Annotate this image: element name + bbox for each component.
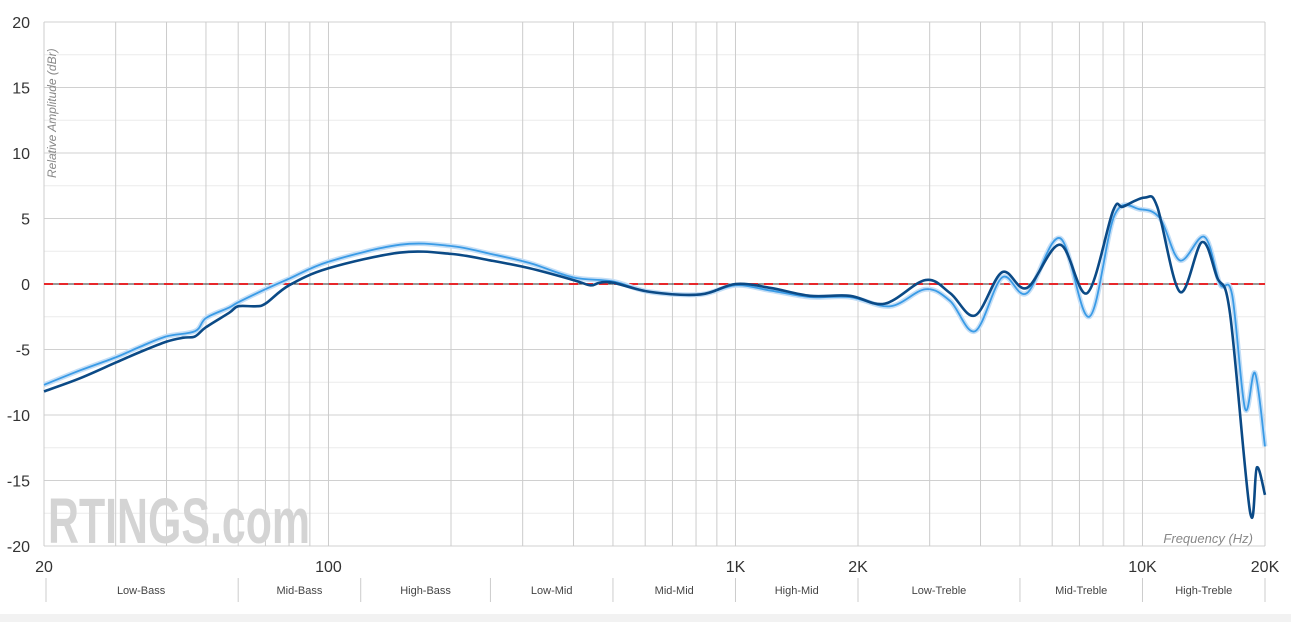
x-tick-label: 10K (1128, 559, 1157, 576)
band-label: Low-Bass (117, 585, 166, 597)
band-label: High-Treble (1175, 585, 1232, 597)
y-axis-label: Relative Amplitude (dBr) (45, 48, 59, 178)
x-tick-label: 2K (848, 559, 868, 576)
x-tick-label: 1K (726, 559, 746, 576)
y-tick-label: 20 (12, 15, 30, 32)
footer-strip (0, 614, 1291, 622)
band-label: High-Mid (775, 585, 819, 597)
band-label: Low-Treble (912, 585, 967, 597)
y-tick-label: -10 (7, 408, 30, 425)
y-axis-ticks: 20 15 10 5 0 -5 -10 -15 -20 (7, 15, 30, 556)
y-tick-label: 0 (21, 277, 30, 294)
grid (43, 21, 1266, 547)
band-label: Mid-Bass (277, 585, 323, 597)
x-tick-label: 100 (315, 559, 342, 576)
band-label: High-Bass (400, 585, 451, 597)
y-tick-label: 10 (12, 146, 30, 163)
y-tick-label: -20 (7, 539, 30, 556)
y-tick-label: -15 (7, 474, 30, 491)
y-tick-label: 15 (12, 81, 30, 98)
band-label: Low-Mid (531, 585, 573, 597)
x-tick-label: 20 (35, 559, 53, 576)
y-tick-label: -5 (16, 343, 30, 360)
measurement-light-halo (43, 202, 1268, 447)
x-axis-ticks: 20 100 1K 2K 10K 20K (35, 559, 1279, 576)
band-label: Mid-Mid (655, 585, 694, 597)
frequency-bands: Low-Bass Mid-Bass High-Bass Low-Mid Mid-Mid H… (45, 578, 1266, 602)
x-tick-label: 20K (1251, 559, 1280, 576)
measurement-light-line (43, 203, 1266, 447)
band-label: Mid-Treble (1055, 585, 1107, 597)
x-axis-label: Frequency (Hz) (1163, 531, 1253, 546)
y-tick-label: 5 (21, 212, 30, 229)
series-group (43, 194, 1268, 519)
measurement-dark-line (43, 194, 1267, 519)
watermark-logo: RTINGS.com (48, 485, 310, 557)
